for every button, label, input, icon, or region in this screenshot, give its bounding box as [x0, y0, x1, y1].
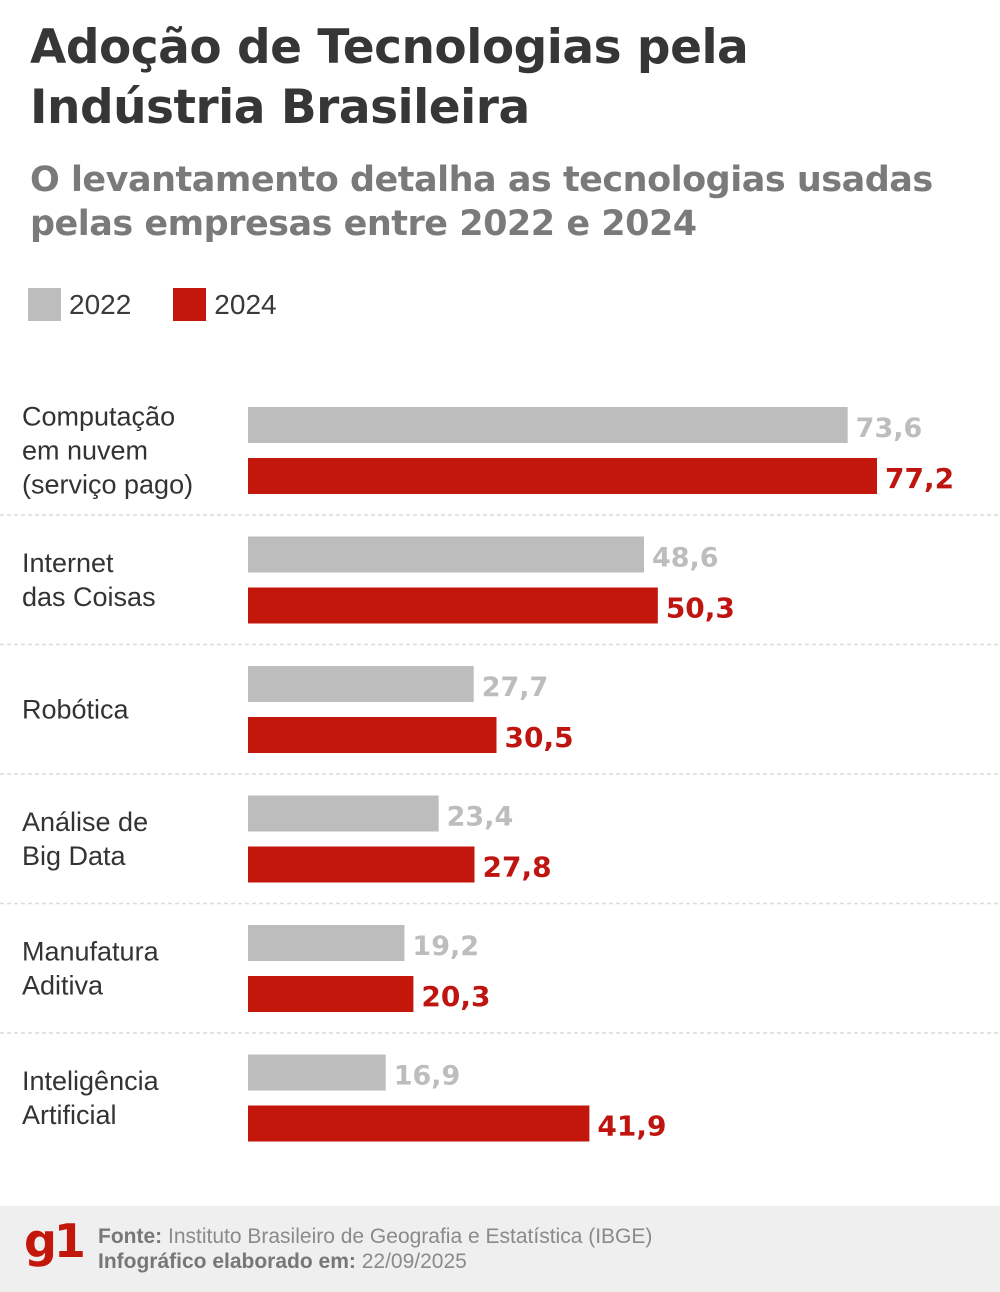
- bar-2024: [248, 717, 497, 753]
- bar-2022: [248, 536, 644, 573]
- bar-2022: [248, 925, 405, 961]
- bar-2024: [248, 1105, 590, 1142]
- source-label: Fonte:: [98, 1225, 163, 1248]
- bar-2024: [248, 846, 475, 883]
- chart-subtitle: O levantamento detalha as tecnologias us…: [30, 160, 933, 244]
- value-label-2022: 48,6: [652, 543, 719, 574]
- value-label-2024: 50,3: [666, 592, 735, 625]
- bar-2024: [248, 587, 658, 624]
- value-label-2022: 19,2: [412, 931, 479, 962]
- category-label: Inteligência: [22, 1066, 160, 1096]
- g1-logo: g1: [24, 1214, 86, 1268]
- category-label: (serviço pago): [22, 470, 193, 500]
- bar-2024: [248, 458, 877, 494]
- category-label: Manufatura: [22, 937, 160, 967]
- footer-text: Fonte: Instituto Brasileiro de Geografia…: [98, 1224, 652, 1274]
- value-label-2024: 27,8: [483, 851, 552, 884]
- category-label: Internet: [22, 548, 114, 578]
- legend-item-2022: 2022: [28, 288, 131, 321]
- legend: 2022 2024: [28, 288, 319, 321]
- legend-label-2024: 2024: [214, 288, 277, 320]
- bar-2022: [248, 407, 848, 443]
- source-value: Instituto Brasileiro de Geografia e Esta…: [168, 1225, 653, 1248]
- bar-2024: [248, 976, 414, 1012]
- value-label-2024: 41,9: [597, 1110, 666, 1143]
- category-label: Artificial: [22, 1100, 117, 1130]
- category-label: Aditiva: [22, 971, 104, 1001]
- category-label: Análise de: [22, 807, 148, 837]
- legend-label-2022: 2022: [69, 288, 132, 320]
- value-label-2022: 23,4: [447, 802, 514, 833]
- category-label: das Coisas: [22, 582, 156, 612]
- source-line: Fonte: Instituto Brasileiro de Geografia…: [98, 1224, 652, 1249]
- bar-2022: [248, 795, 439, 832]
- bar-2022: [248, 666, 474, 702]
- category-label: Big Data: [22, 841, 127, 871]
- legend-swatch-2024: [173, 288, 207, 321]
- value-label-2024: 77,2: [885, 462, 954, 495]
- footer: g1 Fonte: Instituto Brasileiro de Geogra…: [0, 1206, 1000, 1292]
- bar-2022: [248, 1054, 386, 1091]
- category-label: Robótica: [22, 695, 130, 725]
- legend-swatch-2022: [28, 288, 61, 321]
- value-label-2022: 27,7: [482, 672, 549, 703]
- date-line: Infográfico elaborado em: 22/09/2025: [98, 1249, 652, 1274]
- date-label: Infográfico elaborado em:: [98, 1250, 356, 1273]
- date-value: 22/09/2025: [361, 1250, 467, 1273]
- chart-title: Adoção de Tecnologias pela Indústria Bra…: [30, 20, 749, 135]
- category-label: Computação: [22, 402, 175, 432]
- value-label-2022: 16,9: [394, 1061, 461, 1092]
- value-label-2022: 73,6: [856, 413, 923, 444]
- legend-item-2024: 2024: [173, 288, 277, 321]
- value-label-2024: 20,3: [421, 980, 490, 1013]
- bar-chart: 73,6 77,2 Computação em nuvem (serviço pago)…: [0, 402, 1000, 1143]
- value-label-2024: 30,5: [505, 721, 574, 754]
- category-label: em nuvem: [22, 436, 148, 466]
